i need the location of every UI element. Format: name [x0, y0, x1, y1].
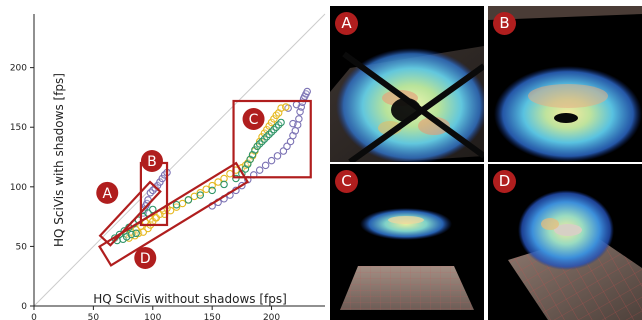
- data-point: [295, 115, 303, 123]
- y-tick-label: 100: [10, 183, 27, 193]
- data-point: [172, 203, 181, 211]
- annotation-badge: [242, 108, 265, 131]
- y-tick-label: 150: [10, 123, 27, 133]
- x-tick-label: 200: [263, 313, 280, 320]
- data-point: [149, 205, 157, 214]
- data-point: [172, 200, 181, 209]
- x-axis-label: HQ SciVis without shadows [fps]: [93, 292, 287, 306]
- data-point: [178, 199, 187, 208]
- panel-label-badge: C: [335, 170, 358, 193]
- data-point: [184, 196, 193, 204]
- y-tick-label: 200: [10, 64, 27, 74]
- data-point: [277, 118, 285, 127]
- data-point: [196, 191, 205, 199]
- data-point: [220, 180, 228, 189]
- volume-render-image: [330, 164, 484, 320]
- axes: 0 50 100 150 200 0 50 100 150 200: [10, 14, 325, 320]
- annotation-badge-label: A: [102, 186, 112, 202]
- annotation-box-d: [98, 161, 250, 267]
- data-point: [282, 103, 290, 111]
- data-point: [208, 186, 216, 195]
- data-point: [292, 100, 301, 109]
- annotation-badge-label: B: [147, 154, 157, 170]
- data-point: [190, 192, 199, 201]
- data-point: [202, 185, 210, 193]
- panel-label-badge: A: [335, 12, 358, 35]
- data-point: [303, 87, 311, 96]
- annotation-box-c: [232, 99, 312, 179]
- scatter-chart: A B C D 0 50 100 150 200 0 50 100 150 200 HQ SciVis …: [10, 13, 326, 320]
- x-tick-label: 150: [204, 313, 221, 320]
- render-panel-b: B: [488, 6, 642, 162]
- y-tick-label: 50: [16, 242, 28, 252]
- data-point: [226, 169, 234, 178]
- panel-label-badge: D: [493, 170, 516, 193]
- render-panel-c: C: [330, 164, 484, 320]
- annotation-badge: [134, 246, 157, 269]
- annotation-badge-label: C: [249, 112, 259, 128]
- data-point: [261, 161, 270, 170]
- annotation-badge: [140, 149, 163, 172]
- x-tick-label: 50: [88, 313, 100, 320]
- data-point: [255, 166, 264, 174]
- data-point: [267, 156, 276, 165]
- annotation-badge: [96, 181, 119, 204]
- data-point: [132, 229, 140, 238]
- annotation-badge-label: D: [140, 251, 151, 267]
- volume-render-image: [330, 6, 484, 162]
- data-point: [196, 189, 205, 197]
- render-panel-d: D: [488, 164, 642, 320]
- annotation-box-a: [98, 180, 162, 247]
- x-tick-label: 0: [31, 313, 37, 320]
- data-point: [273, 152, 282, 160]
- plot-area: [33, 13, 326, 307]
- panel-label-badge: B: [493, 12, 516, 35]
- render-panel-a: A: [330, 6, 484, 162]
- volume-render-image: [488, 6, 642, 162]
- x-tick-label: 100: [144, 313, 161, 320]
- diagonal-reference-line: [33, 13, 326, 307]
- y-axis-label: HQ SciVis with shadows [fps]: [52, 73, 66, 247]
- annotation-boxes: A B C D: [96, 99, 312, 269]
- volume-render-image: [488, 164, 642, 320]
- y-tick-label: 0: [21, 302, 27, 312]
- data-point: [289, 119, 297, 128]
